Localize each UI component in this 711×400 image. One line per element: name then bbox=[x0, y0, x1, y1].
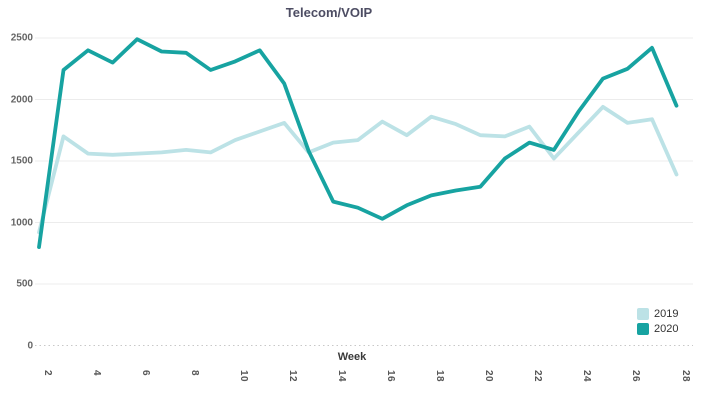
y-tick-label-2000: 2000 bbox=[10, 94, 33, 105]
x-tick-label-18: 18 bbox=[434, 370, 446, 383]
chart-title: Telecom/VOIP bbox=[285, 5, 373, 20]
legend-swatch-2019-icon bbox=[637, 307, 649, 320]
x-axis-title: Week bbox=[337, 351, 367, 363]
y-tick-label-2500: 2500 bbox=[10, 32, 33, 44]
x-tick-label-10: 10 bbox=[238, 370, 250, 383]
y-tick-label-1500: 1500 bbox=[10, 155, 33, 167]
x-tick-label-26: 26 bbox=[630, 370, 642, 383]
x-tick-label-6: 6 bbox=[140, 370, 152, 377]
x-tick-label-24: 24 bbox=[581, 370, 593, 383]
y-tick-label-0: 0 bbox=[27, 340, 33, 351]
legend-label-2019: 2019 bbox=[654, 307, 679, 320]
legend: 2019 2020 bbox=[637, 306, 678, 336]
legend-item-2019[interactable]: 2019 bbox=[637, 306, 678, 321]
series-line-2020[interactable] bbox=[37, 37, 679, 250]
legend-label-2020: 2020 bbox=[654, 322, 679, 335]
x-tick-label-8: 8 bbox=[189, 370, 201, 377]
x-tick-label-12: 12 bbox=[287, 370, 299, 383]
legend-item-2020[interactable]: 2020 bbox=[637, 321, 678, 336]
legend-swatch-2020-icon bbox=[637, 322, 649, 335]
x-tick-label-2: 2 bbox=[42, 370, 53, 377]
x-tick-label-4: 4 bbox=[91, 370, 103, 377]
x-tick-label-22: 22 bbox=[532, 370, 544, 383]
x-tick-label-14: 14 bbox=[336, 370, 348, 383]
x-tick-label-16: 16 bbox=[385, 370, 397, 383]
x-tick-label-20: 20 bbox=[483, 370, 495, 383]
y-tick-label-500: 500 bbox=[16, 278, 33, 290]
x-tick-label-28: 28 bbox=[679, 370, 691, 383]
y-tick-label-1000: 1000 bbox=[10, 217, 33, 228]
series-line-2019[interactable] bbox=[37, 105, 679, 235]
